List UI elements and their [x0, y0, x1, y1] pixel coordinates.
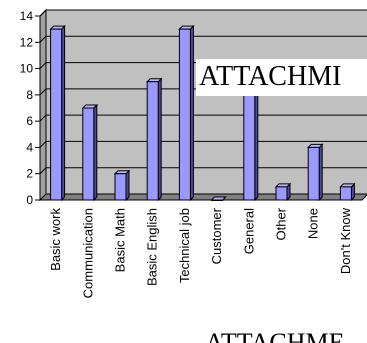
y-tick-label: 8	[26, 88, 33, 102]
gridline	[39, 35, 367, 43]
bar-front	[275, 186, 288, 201]
gridline	[39, 114, 367, 122]
bar	[210, 196, 227, 201]
bar	[49, 24, 66, 202]
y-tick-label: 0	[26, 193, 33, 207]
category-label: Basic Math	[113, 208, 128, 272]
category-label: General	[241, 208, 256, 254]
bar-front	[211, 199, 224, 201]
bar-front	[307, 146, 320, 201]
attachment-overlay-top: ATTACHMI	[196, 59, 367, 96]
gridline	[39, 167, 367, 175]
category-label: Technical job	[177, 208, 192, 283]
bar	[274, 182, 292, 202]
category-label: Basic English	[145, 208, 160, 286]
attachment-overlay-bottom: ATTACHME	[205, 323, 367, 343]
category-label: Customer	[209, 207, 224, 264]
bar-front	[339, 186, 352, 201]
y-tick-label: 6	[26, 114, 33, 128]
category-label: Don't Know	[338, 207, 353, 274]
bar	[178, 24, 195, 202]
bar-front	[243, 94, 256, 201]
bar	[306, 143, 324, 202]
bar-front	[82, 107, 95, 201]
y-tick-label: 4	[26, 140, 33, 154]
bar	[81, 103, 99, 202]
category-label: Communication	[80, 208, 95, 298]
bar-front	[178, 28, 191, 201]
category-label: Other	[274, 207, 289, 240]
bar-front	[50, 28, 63, 201]
chart-axes	[35, 8, 367, 202]
chart-labels: 0 2 4 6 8 10 12 14 Basic work Communication Basic …	[20, 9, 353, 298]
chart-side-wall	[39, 8, 47, 202]
y-tick-label: 14	[20, 9, 34, 23]
category-label: None	[306, 208, 321, 239]
bar	[242, 90, 260, 202]
bar-front	[114, 173, 127, 201]
category-label: Basic work	[48, 208, 63, 271]
bar	[145, 77, 163, 202]
gridline	[39, 140, 367, 148]
bar-front	[146, 81, 159, 201]
bar	[113, 169, 131, 202]
y-tick-label: 10	[20, 62, 34, 76]
chart-bars	[49, 24, 356, 202]
y-tick-label: 2	[26, 167, 33, 181]
bar	[339, 182, 356, 202]
y-tick-label: 12	[20, 35, 34, 49]
gridline	[39, 9, 367, 17]
